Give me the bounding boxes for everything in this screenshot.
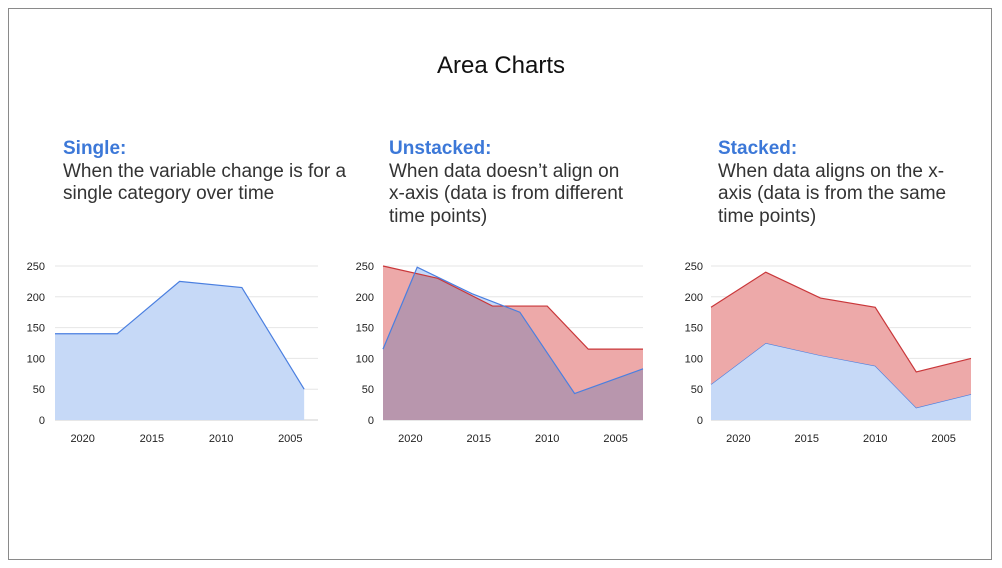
red-series-area [711, 272, 971, 408]
y-tick-label: 250 [685, 261, 703, 273]
x-tick-label: 2010 [535, 433, 559, 445]
y-tick-label: 100 [685, 353, 703, 365]
blue-series-area [711, 343, 971, 420]
x-tick-label: 2010 [863, 433, 887, 445]
x-tick-label: 2010 [209, 433, 233, 445]
y-tick-label: 250 [356, 261, 374, 273]
x-tick-label: 2005 [603, 433, 627, 445]
blue-series-area [55, 281, 305, 420]
x-tick-label: 2020 [70, 433, 94, 445]
y-tick-label: 100 [356, 353, 374, 365]
blue-series-line [382, 266, 644, 395]
y-tick-label: 50 [691, 384, 703, 396]
y-tick-label: 200 [27, 292, 45, 304]
stacked-description: When data aligns on the x-axis (data is … [718, 160, 947, 227]
y-tick-label: 0 [368, 415, 374, 427]
y-tick-label: 50 [33, 384, 45, 396]
single-panel-heading: Single: When the variable change is for … [63, 138, 363, 206]
x-tick-label: 2005 [931, 433, 955, 445]
slide-frame [8, 8, 992, 560]
x-tick-label: 2015 [467, 433, 491, 445]
y-tick-label: 0 [697, 415, 703, 427]
y-tick-label: 150 [685, 323, 703, 335]
y-tick-label: 200 [356, 292, 374, 304]
slide-title: Area Charts [436, 52, 566, 79]
stacked-label: Stacked: [718, 138, 798, 159]
stacked-panel-heading: Stacked: When data aligns on the x-axis … [718, 138, 948, 228]
red-series-line [382, 265, 643, 350]
y-tick-label: 250 [27, 261, 45, 273]
single-label: Single: [63, 138, 127, 159]
unstacked-description: When data doesn’t align on x-axis (data … [389, 160, 624, 227]
x-tick-label: 2015 [795, 433, 819, 445]
y-tick-label: 200 [685, 292, 703, 304]
y-tick-label: 50 [362, 384, 374, 396]
x-tick-label: 2020 [726, 433, 750, 445]
unstacked-label: Unstacked: [389, 138, 492, 159]
x-tick-label: 2020 [398, 433, 422, 445]
single-description: When the variable change is for a single… [63, 160, 347, 205]
y-tick-label: 100 [27, 353, 45, 365]
y-tick-label: 0 [39, 415, 45, 427]
unstacked-panel-heading: Unstacked: When data doesn’t align on x-… [389, 138, 639, 228]
overlap-area [383, 267, 643, 420]
x-tick-label: 2005 [278, 433, 302, 445]
y-tick-label: 150 [27, 323, 45, 335]
red-series-line [710, 271, 972, 373]
blue-series-line [55, 280, 305, 390]
x-tick-label: 2015 [140, 433, 164, 445]
y-tick-label: 150 [356, 323, 374, 335]
